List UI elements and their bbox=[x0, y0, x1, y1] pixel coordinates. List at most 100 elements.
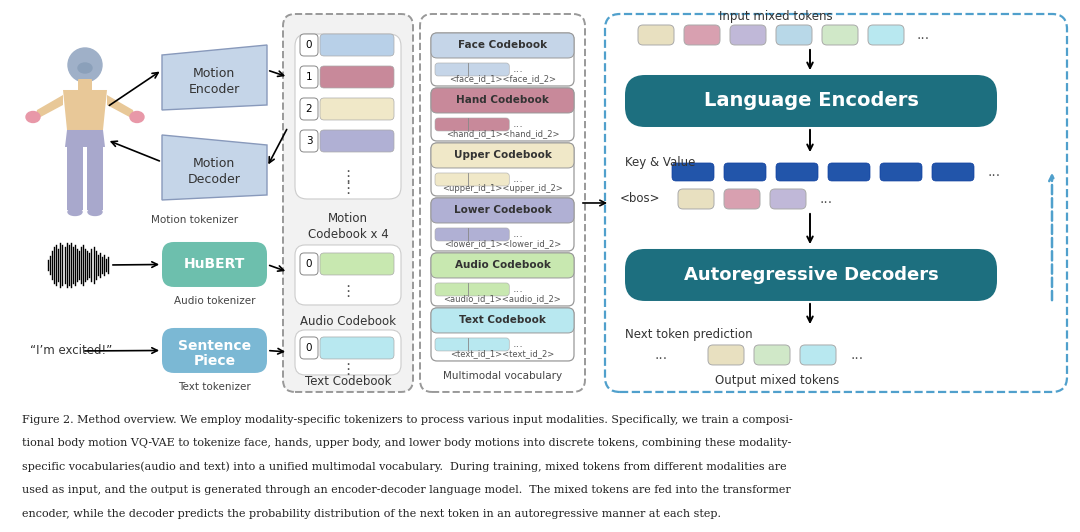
Text: 3: 3 bbox=[306, 136, 312, 146]
Text: tional body motion VQ-VAE to tokenize face, hands, upper body, and lower body mo: tional body motion VQ-VAE to tokenize fa… bbox=[22, 438, 791, 448]
FancyBboxPatch shape bbox=[320, 66, 394, 88]
Text: Encoder: Encoder bbox=[188, 84, 240, 96]
Text: 0: 0 bbox=[306, 343, 312, 353]
Polygon shape bbox=[162, 45, 267, 110]
FancyBboxPatch shape bbox=[880, 163, 922, 181]
Text: <face_id_1><face_id_2>: <face_id_1><face_id_2> bbox=[449, 74, 556, 84]
Circle shape bbox=[68, 48, 102, 82]
Text: specific vocabularies(audio and text) into a unified multimodal vocabulary.  Dur: specific vocabularies(audio and text) in… bbox=[22, 462, 786, 472]
Text: Motion tokenizer: Motion tokenizer bbox=[151, 215, 239, 225]
Text: Autoregressive Decoders: Autoregressive Decoders bbox=[684, 266, 939, 284]
FancyBboxPatch shape bbox=[822, 25, 858, 45]
FancyBboxPatch shape bbox=[431, 253, 573, 306]
FancyBboxPatch shape bbox=[435, 173, 510, 186]
Text: Audio Codebook: Audio Codebook bbox=[455, 261, 551, 270]
Text: Motion: Motion bbox=[193, 68, 235, 80]
Ellipse shape bbox=[130, 112, 144, 122]
FancyBboxPatch shape bbox=[431, 308, 573, 333]
FancyBboxPatch shape bbox=[320, 34, 394, 56]
Text: Figure 2. Method overview. We employ modality-specific tokenizers to process var: Figure 2. Method overview. We employ mod… bbox=[22, 415, 793, 425]
Text: “I’m excited!”: “I’m excited!” bbox=[30, 344, 112, 358]
Text: <audio_id_1><audio_id_2>: <audio_id_1><audio_id_2> bbox=[444, 295, 562, 303]
Text: ...: ... bbox=[513, 285, 524, 295]
Text: Text Codebook: Text Codebook bbox=[459, 315, 545, 326]
Ellipse shape bbox=[78, 63, 92, 73]
Polygon shape bbox=[67, 145, 83, 210]
FancyBboxPatch shape bbox=[770, 189, 806, 209]
Text: Hand Codebook: Hand Codebook bbox=[456, 95, 549, 105]
Text: ...: ... bbox=[850, 348, 863, 362]
FancyBboxPatch shape bbox=[162, 328, 267, 373]
Ellipse shape bbox=[68, 209, 82, 215]
Text: <upper_id_1><upper_id_2>: <upper_id_1><upper_id_2> bbox=[442, 185, 563, 194]
Text: ⋮: ⋮ bbox=[340, 170, 355, 185]
Text: ...: ... bbox=[513, 229, 524, 239]
Text: Piece: Piece bbox=[193, 354, 235, 369]
FancyBboxPatch shape bbox=[724, 163, 766, 181]
Text: ...: ... bbox=[916, 28, 929, 42]
Polygon shape bbox=[107, 95, 135, 120]
FancyBboxPatch shape bbox=[320, 337, 394, 359]
Text: ...: ... bbox=[513, 339, 524, 350]
Polygon shape bbox=[63, 90, 107, 130]
FancyBboxPatch shape bbox=[431, 143, 573, 196]
Text: Lower Codebook: Lower Codebook bbox=[454, 205, 552, 215]
Text: 1: 1 bbox=[306, 72, 312, 82]
Text: ...: ... bbox=[513, 64, 524, 74]
FancyBboxPatch shape bbox=[431, 198, 573, 251]
FancyBboxPatch shape bbox=[300, 337, 318, 359]
FancyBboxPatch shape bbox=[625, 249, 997, 301]
Polygon shape bbox=[162, 135, 267, 200]
Text: used as input, and the output is generated through an encoder-decoder language m: used as input, and the output is generat… bbox=[22, 485, 791, 495]
FancyBboxPatch shape bbox=[431, 143, 573, 168]
FancyBboxPatch shape bbox=[708, 345, 744, 365]
FancyBboxPatch shape bbox=[435, 338, 510, 351]
FancyBboxPatch shape bbox=[300, 66, 318, 88]
Text: ...: ... bbox=[513, 120, 524, 129]
FancyBboxPatch shape bbox=[932, 163, 974, 181]
FancyBboxPatch shape bbox=[420, 14, 585, 392]
Text: 0: 0 bbox=[306, 259, 312, 269]
FancyBboxPatch shape bbox=[435, 228, 510, 241]
Text: Upper Codebook: Upper Codebook bbox=[454, 151, 552, 161]
Ellipse shape bbox=[26, 112, 40, 122]
Text: Text Codebook: Text Codebook bbox=[305, 376, 391, 388]
Text: Next token prediction: Next token prediction bbox=[625, 328, 753, 342]
FancyBboxPatch shape bbox=[868, 25, 904, 45]
FancyBboxPatch shape bbox=[435, 283, 510, 296]
FancyBboxPatch shape bbox=[431, 33, 573, 58]
Text: Language Encoders: Language Encoders bbox=[703, 92, 918, 111]
Text: ⋮: ⋮ bbox=[340, 285, 355, 300]
FancyBboxPatch shape bbox=[435, 63, 510, 76]
FancyBboxPatch shape bbox=[431, 33, 573, 86]
FancyBboxPatch shape bbox=[300, 253, 318, 275]
Text: ⋮: ⋮ bbox=[340, 181, 355, 196]
Text: <lower_id_1><lower_id_2>: <lower_id_1><lower_id_2> bbox=[444, 239, 562, 248]
FancyBboxPatch shape bbox=[672, 163, 714, 181]
FancyBboxPatch shape bbox=[431, 308, 573, 361]
FancyBboxPatch shape bbox=[431, 253, 573, 278]
FancyBboxPatch shape bbox=[295, 330, 401, 375]
Text: Audio Codebook: Audio Codebook bbox=[300, 315, 396, 328]
Text: Output mixed tokens: Output mixed tokens bbox=[715, 375, 839, 387]
FancyBboxPatch shape bbox=[320, 98, 394, 120]
Polygon shape bbox=[35, 95, 63, 120]
Text: Decoder: Decoder bbox=[188, 173, 241, 187]
FancyBboxPatch shape bbox=[431, 88, 573, 141]
Text: 2: 2 bbox=[306, 104, 312, 114]
Text: Face Codebook: Face Codebook bbox=[458, 40, 548, 51]
Text: <hand_id_1><hand_id_2>: <hand_id_1><hand_id_2> bbox=[446, 129, 559, 138]
FancyBboxPatch shape bbox=[320, 253, 394, 275]
FancyBboxPatch shape bbox=[431, 198, 573, 223]
FancyBboxPatch shape bbox=[300, 130, 318, 152]
FancyBboxPatch shape bbox=[78, 79, 92, 91]
FancyBboxPatch shape bbox=[800, 345, 836, 365]
Polygon shape bbox=[65, 130, 105, 147]
FancyBboxPatch shape bbox=[300, 34, 318, 56]
FancyBboxPatch shape bbox=[435, 118, 510, 131]
FancyBboxPatch shape bbox=[431, 88, 573, 113]
Text: ⋮: ⋮ bbox=[340, 362, 355, 378]
FancyBboxPatch shape bbox=[678, 189, 714, 209]
Text: Multimodal vocabulary: Multimodal vocabulary bbox=[443, 371, 562, 381]
FancyBboxPatch shape bbox=[283, 14, 413, 392]
